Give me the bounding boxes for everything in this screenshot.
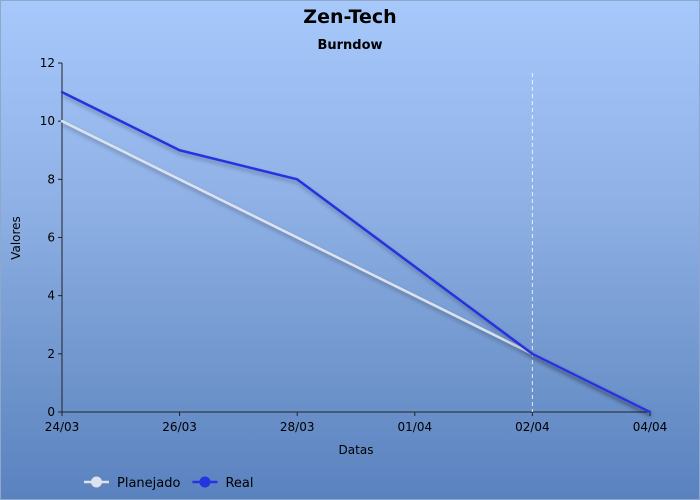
x-axis-label: Datas — [339, 443, 374, 457]
y-tick-label: 6 — [47, 231, 55, 245]
y-axis-ticks: 0 2 4 6 8 10 12 — [40, 56, 62, 419]
y-tick-label: 4 — [47, 289, 55, 303]
data-point-real — [60, 90, 64, 94]
data-point-planejado — [178, 178, 181, 181]
y-axis-label: Valores — [9, 216, 23, 260]
legend-swatch-marker — [91, 476, 102, 488]
x-tick-label: 28/03 — [280, 420, 315, 434]
data-point-planejado — [413, 294, 416, 297]
y-tick-label: 12 — [40, 56, 55, 70]
y-tick-label: 0 — [47, 405, 55, 419]
legend-label: Real — [225, 476, 253, 491]
data-point-real — [648, 410, 652, 414]
x-tick-label: 01/04 — [398, 420, 433, 434]
chart-subtitle: Burndow — [317, 38, 382, 53]
data-point-planejado — [60, 119, 64, 123]
x-axis-ticks: 24/03 26/03 28/03 01/04 02/04 04/04 — [45, 412, 668, 434]
y-tick-label: 8 — [47, 172, 55, 186]
legend-swatch-marker — [199, 476, 211, 488]
x-tick-label: 26/03 — [162, 420, 197, 434]
data-point-planejado — [296, 236, 299, 239]
data-point-real — [296, 178, 299, 181]
data-point-real — [413, 265, 416, 268]
chart-title: Zen-Tech — [303, 6, 396, 28]
legend-item-real[interactable]: Real — [192, 476, 253, 491]
x-tick-label: 04/04 — [633, 420, 668, 434]
y-tick-label: 10 — [40, 114, 55, 128]
y-tick-label: 2 — [47, 347, 55, 361]
data-point-real — [531, 352, 534, 356]
legend: Planejado Real — [84, 476, 253, 491]
data-point-real — [178, 149, 181, 152]
legend-label: Planejado — [117, 476, 180, 491]
x-tick-label: 24/03 — [45, 420, 80, 434]
series-group — [60, 90, 652, 414]
legend-item-planejado[interactable]: Planejado — [84, 476, 180, 491]
x-tick-label: 02/04 — [515, 420, 550, 434]
series-line-real — [61, 90, 651, 414]
